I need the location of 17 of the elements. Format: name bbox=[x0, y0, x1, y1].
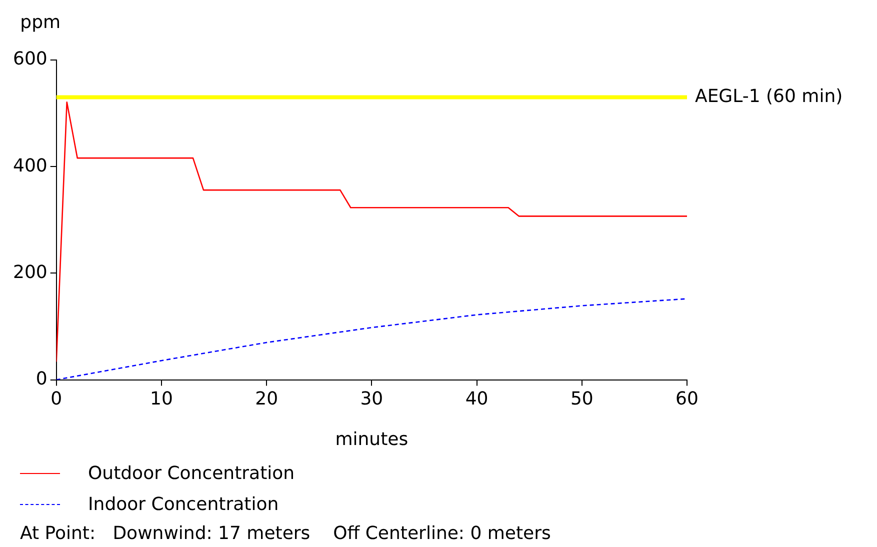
y-tick-label: 200 bbox=[12, 262, 48, 283]
x-tick-label: 40 bbox=[465, 388, 488, 410]
x-tick-label: 0 bbox=[50, 388, 62, 410]
x-tick-label: 60 bbox=[676, 388, 698, 410]
text: At Point: Downwind: 17 meters Off Centerline: 0 meters bbox=[20, 523, 551, 544]
y-tick-label: 0 bbox=[36, 368, 48, 390]
x-axis-title: minutes bbox=[335, 428, 408, 450]
legend-label: Outdoor Concentration bbox=[88, 463, 295, 484]
x-tick-label: 30 bbox=[360, 388, 384, 410]
y-tick-label: 600 bbox=[12, 48, 48, 70]
x-tick-label: 10 bbox=[150, 388, 173, 410]
x-tick-label: 50 bbox=[570, 388, 594, 410]
y-tick-label: 400 bbox=[12, 155, 48, 176]
y-axis-title: ppm bbox=[20, 12, 61, 33]
x-tick-label: 20 bbox=[255, 388, 278, 410]
ref-line-label: AEGL-1 (60 min) bbox=[695, 86, 843, 107]
legend-label: Indoor Concentration bbox=[88, 494, 279, 515]
